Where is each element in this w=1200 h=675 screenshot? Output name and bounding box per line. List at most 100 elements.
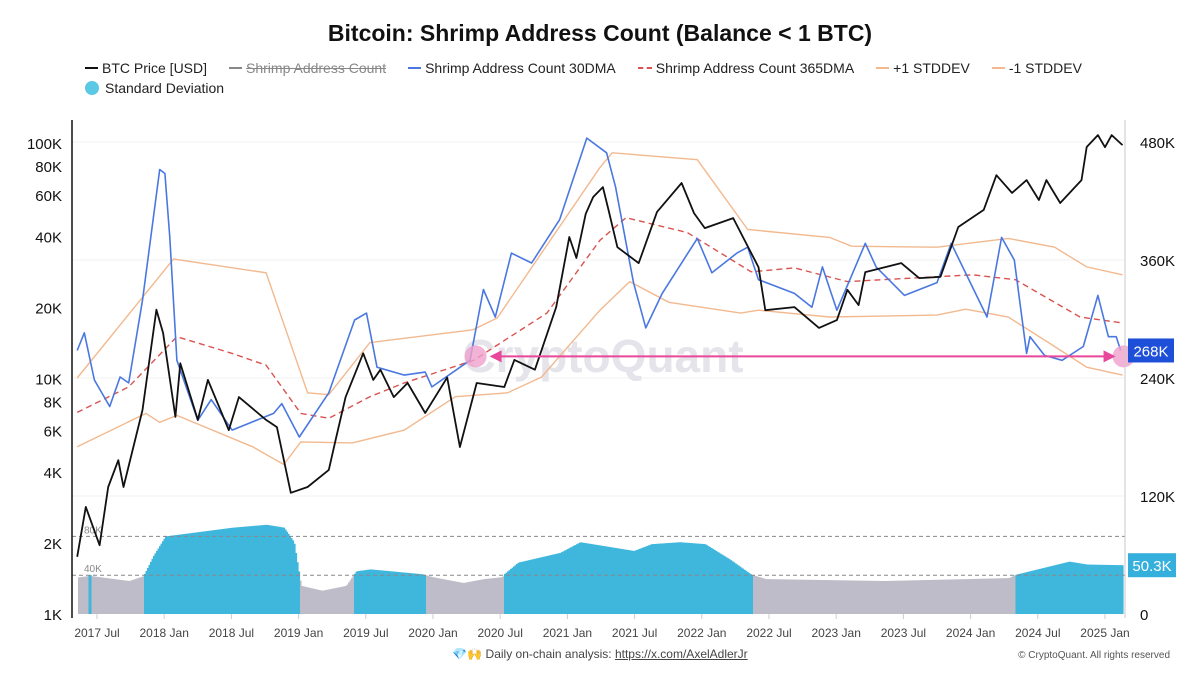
stddev-bar (663, 543, 665, 614)
stddev-bar (1038, 569, 1040, 614)
stddev-bar (679, 542, 682, 614)
stddev-bar (285, 529, 287, 614)
stddev-bar (336, 587, 338, 614)
stddev-bar (552, 554, 554, 614)
stddev-bar (204, 531, 206, 614)
stddev-bar (759, 577, 761, 614)
left-axis-tick-label: 4K (44, 465, 62, 482)
stddev-bar (738, 565, 740, 614)
stddev-bar (898, 580, 901, 614)
stddev-bar (237, 527, 239, 614)
stddev-bar (853, 580, 856, 614)
stddev-bar (880, 580, 883, 614)
stddev-bar (510, 568, 512, 614)
x-axis-tick-label: 2023 Jan (812, 626, 861, 640)
stddev-bar (901, 580, 904, 614)
stddev-bar (1030, 571, 1033, 614)
legend-item-btc-price[interactable]: BTC Price [USD] (85, 60, 207, 76)
stddev-bar (897, 580, 899, 614)
stddev-bar (733, 562, 736, 614)
legend-item-365dma[interactable]: Shrimp Address Count 365DMA (637, 60, 855, 76)
stddev-bar (159, 546, 161, 614)
stddev-bar (79, 577, 82, 614)
stddev-bar (994, 578, 997, 614)
line-swatch-icon (229, 67, 243, 69)
legend: BTC Price [USD] Shrimp Address Count Shr… (85, 58, 1165, 98)
stddev-bar (613, 547, 616, 614)
stddev-bar (1104, 564, 1106, 614)
stddev-bar (168, 536, 170, 614)
stddev-bar (786, 579, 788, 614)
stddev-bar (265, 524, 268, 614)
stddev-bar (306, 587, 308, 614)
stddev-bar (943, 579, 946, 614)
stddev-bar (1018, 573, 1021, 614)
stddev-bar (1053, 565, 1055, 614)
stddev-bar (478, 580, 481, 614)
legend-item-stddev[interactable]: Standard Deviation (85, 80, 224, 96)
legend-item-30dma[interactable]: Shrimp Address Count 30DMA (408, 60, 616, 76)
stddev-bar (781, 579, 784, 614)
stddev-bar (724, 556, 727, 614)
legend-label: Shrimp Address Count 365DMA (655, 60, 855, 76)
stddev-bar (307, 587, 310, 614)
stddev-bar (706, 545, 709, 614)
stddev-bar (1045, 567, 1048, 614)
stddev-bar (972, 578, 974, 614)
stddev-bar (829, 580, 832, 614)
stddev-bar (667, 543, 670, 614)
legend-item-minus-stddev[interactable]: -1 STDDEV (991, 60, 1082, 76)
stddev-bar (333, 588, 335, 614)
stddev-bar (354, 573, 356, 614)
stddev-bar (202, 531, 205, 614)
stddev-bar (1002, 578, 1004, 614)
stddev-bar (1101, 564, 1103, 614)
stddev-bar (1074, 562, 1076, 614)
stddev-bar (757, 576, 760, 614)
stddev-bar (286, 531, 289, 614)
stddev-bar (507, 571, 509, 614)
legend-item-shrimp-count[interactable]: Shrimp Address Count (229, 60, 386, 76)
stddev-bar (283, 527, 286, 614)
stddev-bar (859, 580, 862, 614)
stddev-bar (1044, 567, 1046, 614)
stddev-bar (780, 579, 782, 614)
stddev-bar (537, 558, 539, 614)
stddev-bar (949, 579, 952, 614)
footer-link[interactable]: https://x.com/AxelAdlerJr (614, 647, 748, 661)
stddev-bar (1059, 564, 1061, 614)
stddev-bar (1098, 564, 1100, 614)
stddev-bar (96, 576, 98, 614)
stddev-bar (939, 579, 941, 614)
stddev-bar (964, 579, 967, 614)
stddev-bar (801, 579, 803, 614)
stddev-bar (549, 555, 551, 614)
stddev-bar (615, 547, 617, 614)
stddev-bar (261, 525, 263, 614)
stddev-bar (1078, 563, 1081, 614)
stddev-bar (795, 579, 797, 614)
stddev-bar (394, 571, 397, 614)
stddev-bar (127, 580, 130, 614)
stddev-bar (258, 525, 260, 614)
stddev-bar (243, 526, 245, 614)
stddev-bar (633, 550, 635, 614)
stddev-bar (673, 542, 676, 614)
stddev-bar (94, 576, 97, 614)
stddev-bar (102, 577, 104, 614)
stddev-bar (511, 567, 514, 614)
stddev-bar (531, 559, 533, 614)
stddev-bar (580, 542, 583, 614)
stddev-bar (1072, 562, 1075, 614)
stddev-bar (445, 579, 448, 614)
stddev-bar (471, 581, 473, 614)
current-30dma-value: 268K (1133, 343, 1168, 360)
stddev-bar (1023, 572, 1025, 614)
stddev-bar (493, 578, 496, 614)
stddev-bar (658, 543, 661, 614)
legend-item-plus-stddev[interactable]: +1 STDDEV (876, 60, 970, 76)
stddev-bar (936, 579, 938, 614)
stddev-bar (807, 579, 809, 614)
stddev-bar (198, 532, 200, 614)
minus-1-stddev-line (76, 280, 1123, 466)
